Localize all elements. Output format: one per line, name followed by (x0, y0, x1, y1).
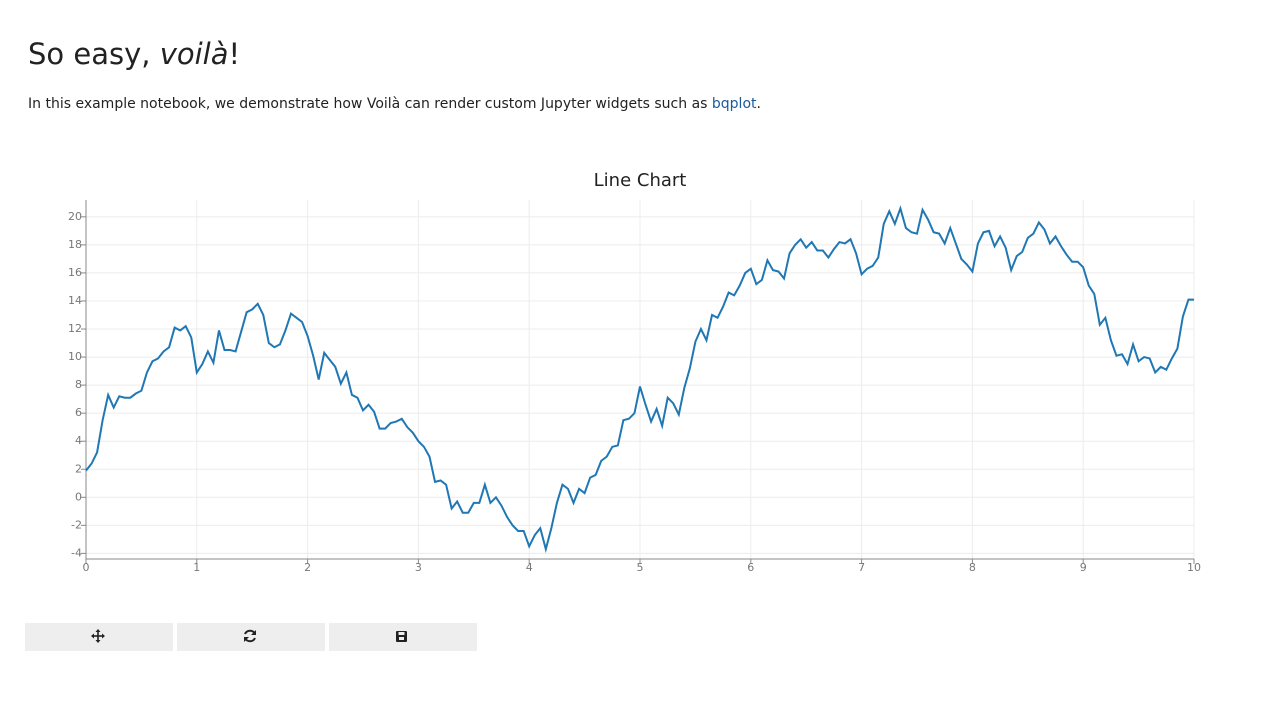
y-tick-label: 18 (68, 238, 82, 251)
x-tick-label: 2 (304, 561, 311, 574)
y-tick-label: -4 (71, 546, 82, 559)
save-icon (396, 631, 407, 642)
move-icon (91, 629, 105, 643)
x-tick-label: 3 (415, 561, 422, 574)
chart-title: Line Chart (594, 170, 687, 191)
y-tick-label: 0 (75, 490, 82, 503)
y-tick-label: 12 (68, 322, 82, 335)
save-button[interactable] (329, 623, 477, 651)
heading: So easy, voilà! (28, 34, 240, 74)
bqplot-link[interactable]: bqplot (711, 96, 757, 112)
y-tick-label: 14 (68, 294, 82, 307)
y-tick-label: 2 (75, 462, 82, 475)
heading-emphasis: voilà (159, 37, 229, 71)
x-tick-label: 10 (1187, 561, 1201, 574)
y-tick-label: 10 (68, 350, 82, 363)
heading-text: So easy, (28, 37, 160, 71)
y-tick-label: -2 (71, 518, 82, 531)
y-tick-label: 8 (75, 378, 82, 391)
reset-button[interactable] (177, 623, 325, 651)
x-tick-label: 6 (747, 561, 754, 574)
refresh-icon (244, 629, 256, 643)
data-line (85, 205, 1194, 554)
x-tick-label: 9 (1080, 561, 1087, 574)
x-tick-label: 4 (526, 561, 533, 574)
y-tick-label: 6 (75, 406, 82, 419)
x-tick-label: 5 (637, 561, 644, 574)
x-tick-label: 7 (858, 561, 865, 574)
intro-text: In this example notebook, we demonstrate… (28, 96, 712, 112)
pan-zoom-button[interactable] (25, 623, 173, 651)
y-tick-label: 20 (68, 210, 82, 223)
x-tick-label: 0 (83, 561, 90, 574)
intro-text: . (756, 96, 761, 112)
y-tick-label: 16 (68, 266, 82, 279)
intro: In this example notebook, we demonstrate… (28, 94, 761, 114)
y-tick-label: 4 (75, 434, 82, 447)
x-tick-label: 8 (969, 561, 976, 574)
heading-text: ! (228, 37, 241, 71)
x-tick-label: 1 (193, 561, 200, 574)
